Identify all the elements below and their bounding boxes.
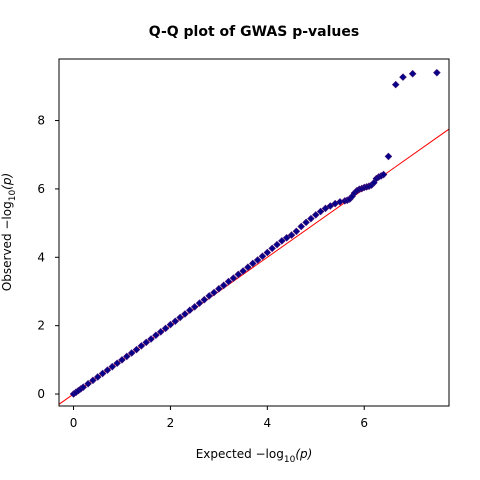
- data-point: [93, 373, 102, 381]
- data-point: [176, 313, 184, 322]
- data-point: [316, 207, 325, 216]
- data-point: [239, 267, 247, 275]
- data-point: [137, 342, 146, 350]
- y-axis-label-prefix: Observed −log: [0, 201, 14, 291]
- data-point: [195, 299, 204, 307]
- x-axis-label-prefix: Expected −log: [196, 447, 284, 461]
- data-point: [249, 259, 257, 268]
- data-point: [297, 222, 306, 231]
- x-axis-ticks: 0 2 4 6: [70, 406, 368, 430]
- data-point: [258, 252, 267, 261]
- plot-frame: [58, 58, 450, 407]
- y-axis-label: Observed −log10(p): [0, 173, 18, 291]
- data-point: [147, 335, 155, 343]
- data-point: [399, 73, 407, 81]
- chart-title: Q-Q plot of GWAS p-values: [149, 24, 359, 40]
- data-point: [98, 369, 107, 378]
- data-point: [84, 380, 92, 388]
- x-axis-label-subscript: 10: [284, 455, 296, 465]
- data-point: [326, 202, 335, 210]
- data-point: [229, 274, 238, 282]
- x-tick-label: 6: [360, 416, 368, 430]
- data-point: [108, 362, 117, 371]
- y-axis-ticks: 0 2 4 6 8: [37, 114, 59, 401]
- x-axis-label: Expected −log10(p): [196, 447, 313, 465]
- plot-area: [58, 58, 450, 407]
- data-point: [268, 244, 276, 253]
- x-tick-label: 0: [70, 416, 78, 430]
- y-axis-label-suffix: (p): [0, 173, 14, 190]
- data-point: [181, 310, 189, 318]
- data-point: [408, 69, 417, 78]
- data-point: [273, 240, 281, 249]
- data-point: [118, 356, 126, 364]
- data-point: [224, 277, 233, 286]
- data-point: [171, 317, 180, 325]
- y-tick-label: 2: [37, 319, 45, 333]
- data-point: [132, 345, 141, 354]
- data-point: [219, 281, 228, 290]
- x-tick-label: 2: [167, 416, 175, 430]
- y-tick-label: 4: [37, 250, 45, 264]
- data-point: [142, 338, 150, 347]
- data-point: [302, 218, 310, 227]
- y-tick-label: 0: [37, 387, 45, 401]
- y-axis-label-subscript: 10: [8, 190, 18, 202]
- data-point: [379, 170, 388, 179]
- data-point: [433, 68, 441, 77]
- data-point: [391, 80, 400, 89]
- data-point: [79, 383, 87, 391]
- data-point: [234, 270, 243, 279]
- x-tick-label: 4: [264, 416, 272, 430]
- data-point: [89, 376, 97, 385]
- y-tick-label: 8: [37, 114, 45, 128]
- data-point: [384, 152, 393, 161]
- data-point: [282, 234, 291, 242]
- data-point: [205, 292, 213, 300]
- data-point: [253, 256, 262, 264]
- data-point: [215, 284, 223, 293]
- data-point: [292, 227, 301, 236]
- data-point: [307, 214, 315, 223]
- data-point: [278, 237, 286, 245]
- y-tick-label: 6: [37, 182, 45, 196]
- data-point: [123, 352, 131, 361]
- data-point: [156, 328, 165, 336]
- data-point: [312, 211, 320, 219]
- data-point: [190, 303, 199, 311]
- data-point: [287, 231, 296, 239]
- data-point: [103, 366, 112, 374]
- data-point: [166, 320, 175, 329]
- data-point: [210, 288, 218, 297]
- data-point: [186, 306, 194, 315]
- data-point: [161, 324, 170, 333]
- data-point: [263, 248, 272, 257]
- data-points: [69, 68, 441, 398]
- data-point: [152, 331, 160, 339]
- data-point: [200, 295, 209, 304]
- data-point: [113, 359, 121, 368]
- x-axis-label-suffix: (p): [295, 447, 312, 461]
- data-point: [321, 204, 330, 213]
- data-point: [127, 349, 136, 357]
- data-point: [244, 263, 252, 271]
